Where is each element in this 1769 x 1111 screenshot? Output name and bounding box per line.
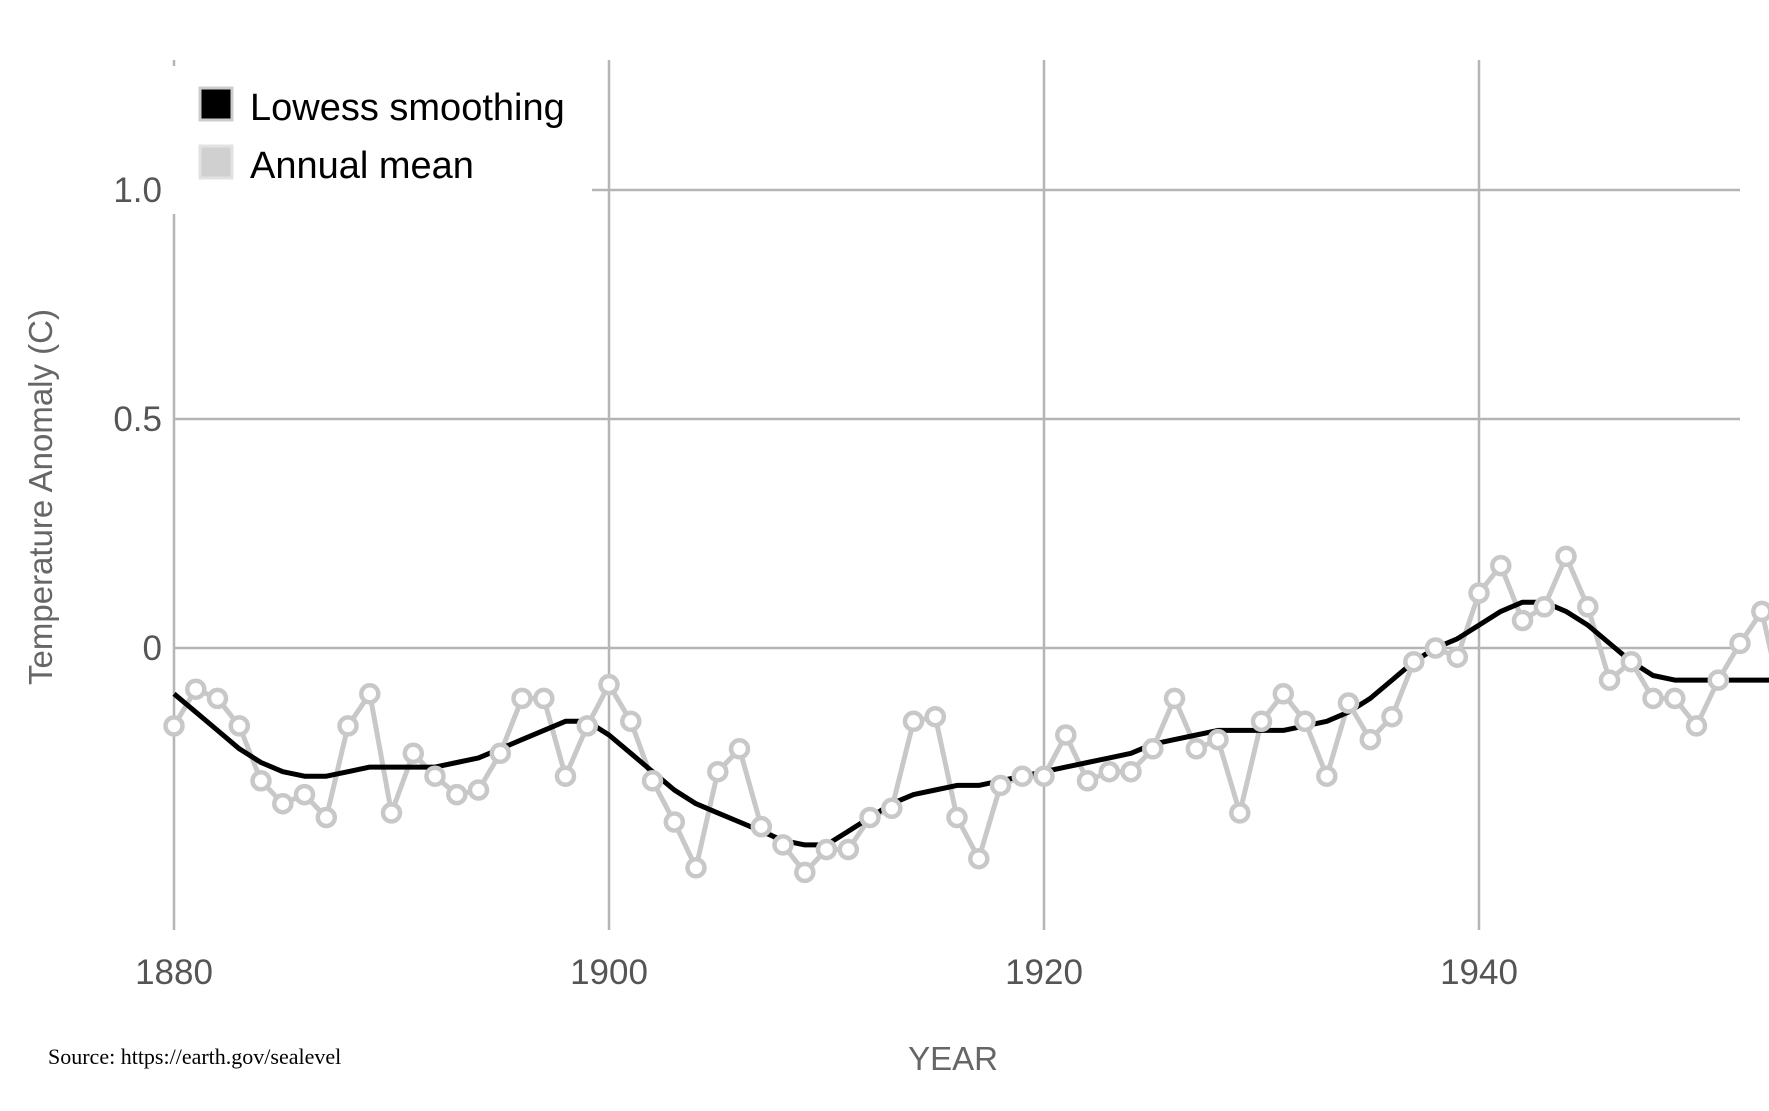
annual-mean-point xyxy=(166,717,183,734)
annual-mean-point xyxy=(862,809,879,826)
source-note: Source: https://earth.gov/sealevel xyxy=(48,1044,341,1069)
annual-mean-point xyxy=(579,717,596,734)
annual-mean-point xyxy=(492,745,509,762)
annual-mean-point xyxy=(1297,713,1314,730)
annual-mean-point xyxy=(1362,731,1379,748)
annual-mean-point xyxy=(1210,731,1227,748)
annual-mean-point xyxy=(601,676,618,693)
y-axis-title: Temperature Anomaly (C) xyxy=(22,309,59,685)
annual-mean-point xyxy=(1449,649,1466,666)
x-tick-label: 1920 xyxy=(1005,953,1083,992)
annual-mean-point xyxy=(448,786,465,803)
annual-mean-point xyxy=(1427,640,1444,657)
annual-mean-point xyxy=(1014,768,1031,785)
annual-mean-point xyxy=(1318,768,1335,785)
annual-mean-point xyxy=(796,864,813,881)
annual-mean-point xyxy=(1384,708,1401,725)
annual-mean-point xyxy=(753,818,770,835)
annual-mean-point xyxy=(1188,740,1205,757)
annual-mean-point xyxy=(274,795,291,812)
annual-mean-point xyxy=(1579,598,1596,615)
annual-mean-point xyxy=(1514,612,1531,629)
y-tick-label: 1.0 xyxy=(113,171,162,210)
annual-mean-point xyxy=(1492,557,1509,574)
annual-mean-point xyxy=(557,768,574,785)
annual-mean-point xyxy=(1732,635,1749,652)
annual-mean-point xyxy=(1036,768,1053,785)
annual-mean-point xyxy=(644,772,661,789)
annual-mean-point xyxy=(361,685,378,702)
annual-mean-point xyxy=(927,708,944,725)
annual-mean-point xyxy=(1753,603,1769,620)
annual-mean-point xyxy=(1253,713,1270,730)
annual-mean-point xyxy=(949,809,966,826)
annual-mean-point xyxy=(622,713,639,730)
annual-mean-point xyxy=(666,814,683,831)
annual-mean-point xyxy=(514,690,531,707)
annual-mean-point xyxy=(775,836,792,853)
annual-mean-point xyxy=(1688,717,1705,734)
annual-mean-point xyxy=(818,841,835,858)
annual-mean-point xyxy=(1123,763,1140,780)
x-tick-label: 1880 xyxy=(135,953,213,992)
annual-mean-point xyxy=(709,763,726,780)
annual-mean-point xyxy=(1144,740,1161,757)
legend-label-lowess: Lowess smoothing xyxy=(250,87,565,129)
annual-mean-point xyxy=(840,841,857,858)
annual-mean-point xyxy=(905,713,922,730)
annual-mean-point xyxy=(383,804,400,821)
annual-mean-point xyxy=(1340,695,1357,712)
annual-mean-point xyxy=(1645,690,1662,707)
annual-mean-point xyxy=(318,809,335,826)
annual-mean-point xyxy=(1601,672,1618,689)
annual-mean-point xyxy=(731,740,748,757)
annual-mean-point xyxy=(1536,598,1553,615)
annual-mean-point xyxy=(1623,653,1640,670)
annual-mean-point xyxy=(405,745,422,762)
tick-label-layer: 1880190019201940196019802000202000.51.0 xyxy=(113,171,1769,992)
annual-mean-point xyxy=(688,859,705,876)
annual-mean-point xyxy=(231,717,248,734)
annual-mean-point xyxy=(1405,653,1422,670)
lowess-smoothing-line xyxy=(174,103,1769,845)
annual-mean-point xyxy=(253,772,270,789)
annual-mean-point xyxy=(1275,685,1292,702)
legend-swatch-annual xyxy=(200,146,232,178)
legend-label-annual: Annual mean xyxy=(250,145,474,187)
annual-mean-point xyxy=(1710,672,1727,689)
annual-mean-point xyxy=(427,768,444,785)
annual-mean-point xyxy=(1558,548,1575,565)
legend: Lowess smoothing Annual mean xyxy=(172,66,592,214)
annual-mean-point xyxy=(992,777,1009,794)
annual-mean-point xyxy=(970,850,987,867)
annual-mean-point xyxy=(187,681,204,698)
annual-mean-point xyxy=(535,690,552,707)
annual-mean-point xyxy=(1166,690,1183,707)
x-tick-label: 1940 xyxy=(1440,953,1518,992)
annual-mean-point xyxy=(470,782,487,799)
y-tick-label: 0.5 xyxy=(113,400,162,439)
annual-mean-point xyxy=(883,800,900,817)
annual-mean-point xyxy=(1079,772,1096,789)
y-tick-label: 0 xyxy=(143,629,162,668)
x-axis-title: YEAR xyxy=(908,1040,998,1077)
annual-mean-point xyxy=(340,717,357,734)
annual-mean-point xyxy=(296,786,313,803)
annual-mean-point xyxy=(1057,727,1074,744)
annual-mean-point xyxy=(1231,804,1248,821)
annual-mean-point xyxy=(1101,763,1118,780)
annual-mean-point xyxy=(1666,690,1683,707)
x-tick-label: 1900 xyxy=(570,953,648,992)
annual-mean-point xyxy=(209,690,226,707)
legend-swatch-lowess xyxy=(200,88,232,120)
annual-mean-point xyxy=(1471,585,1488,602)
